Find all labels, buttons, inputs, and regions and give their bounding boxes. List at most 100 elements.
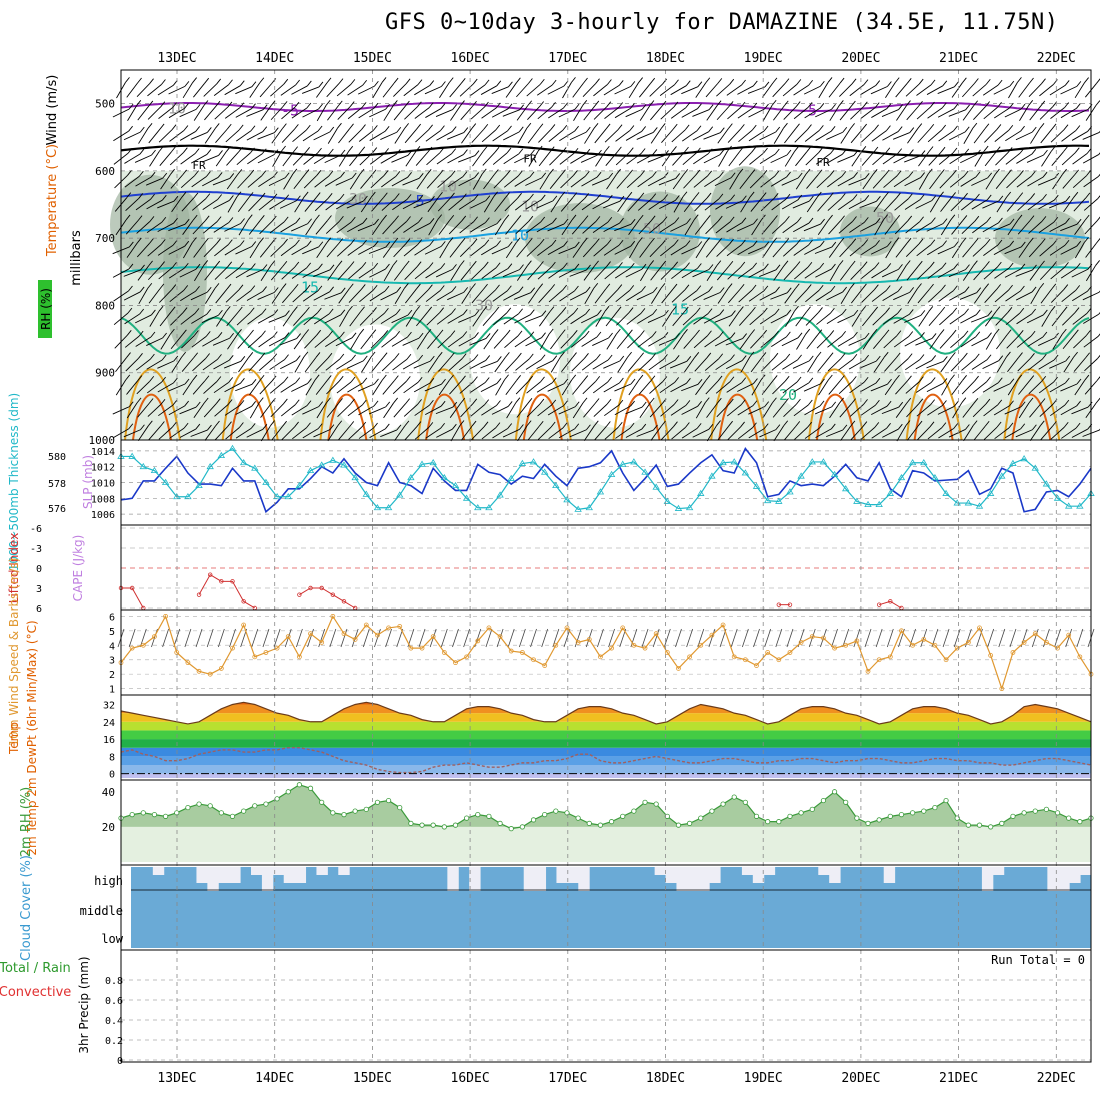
wind-barb-flag [305,147,310,153]
wind-barb [750,197,763,212]
wind-barb [881,268,899,278]
wind-barb-flag [728,101,734,107]
wind-barb [437,197,451,212]
thickness-point [329,456,337,463]
wind10-point [207,671,213,677]
wind-barb [524,315,543,323]
wind-barb [883,335,898,349]
wind-barb [380,429,398,438]
x-tick-label-bottom: 17DEC [548,1071,587,1086]
wind-barb-flag [473,376,478,382]
wind-barb-flag [1039,282,1045,289]
wind-barb-flag [853,309,859,316]
wind-barb [893,314,910,324]
thickness-point [262,478,270,485]
wind10-point [943,657,949,663]
wind-barb [829,402,840,419]
wind-barb [325,336,341,348]
wind-barb-flag [473,194,479,200]
wind-barb [805,312,819,326]
wind-barb [918,151,930,167]
wind-barb-flag [195,423,201,430]
wind-barb-flag [661,260,667,267]
wind-barb-flag [226,283,232,290]
wind-barb [961,83,975,98]
wind-barb [795,173,807,190]
wind-barb [415,289,429,303]
wind-barb-flag [406,216,411,222]
wind-barb-flag [795,421,801,427]
wind-barb-flag [675,173,681,179]
wind-barb-flag [128,263,134,270]
wind-barb-flag [619,355,625,362]
wind-barb-flag [507,103,513,110]
cloud-high-gap [218,867,230,883]
wind-barb-flag [885,147,891,154]
wind-barb [827,335,842,348]
wind-barb [804,267,820,279]
wind-barb-flag [739,283,745,290]
wind-barb-flag [908,193,913,200]
wind-barb [291,383,308,392]
wind-barb [628,219,640,235]
wind-barb-flag [160,101,166,107]
wind-barb-flag [405,78,411,85]
wind-barb [684,357,696,373]
wind-barb [738,152,752,166]
wind-barb-flag [551,79,557,86]
wind-barb-flag [818,147,824,153]
wind-barb-flag [139,126,145,133]
wind10-barb [206,628,214,648]
wind-barb-flag [183,262,189,269]
wind-barb-flag [964,308,969,315]
wind-barb [135,314,152,324]
x-tick-label-top: 19DEC [744,51,783,66]
wind-barb-flag [886,241,892,247]
wind-barb-flag [775,286,780,293]
wind-barb-flag [517,352,522,359]
wind-barb [157,360,175,369]
wind-barb-flag [685,262,690,268]
wind-barb-flag [351,172,357,179]
wind-barb-flag [996,124,1002,130]
wind-barb [593,403,608,417]
wind-barb-flag [594,238,600,244]
wind-barb-flag [239,422,244,428]
wind-barb-flag [327,352,333,359]
wind-barb-flag [1098,173,1100,177]
wind-barb [391,336,408,347]
rh2m-point [452,822,459,828]
wind-barb [238,357,250,373]
wind-barb-flag [652,127,658,133]
wind-barb-flag [417,239,423,245]
wind-barb [293,174,306,190]
wind-barb-flag [650,215,656,222]
wind-barb-flag [1020,423,1026,430]
wind-barb-flag [785,193,791,200]
cloud-high-gap [981,867,994,891]
wind-barb-flag [361,421,367,428]
wind10-point [932,642,938,648]
wind-barb-flag [539,101,545,107]
wind-barb [413,200,431,209]
wind-barb-flag [550,284,556,290]
wind-barb-flag [240,218,245,224]
wind-barb-flag [695,169,701,176]
wind-barb [280,244,296,257]
wind-barb-flag [585,308,591,315]
wind-barb-flag [852,194,858,200]
wind-barb-flag [204,375,210,382]
wind-barb-flag [842,126,848,133]
wind-barb [849,381,865,394]
wind-barb-flag [920,332,925,338]
wind-barb [259,243,272,258]
wind-barb-flag [384,285,390,292]
wind-barb [673,196,684,213]
wind-barb [837,154,855,163]
wind-barb [138,128,149,144]
wind-barb [560,334,574,349]
wind-barb [705,243,718,258]
wind-barb-flag [909,149,914,155]
pressure-tick-label: 500 [95,98,115,111]
wind-barb-flag [753,218,758,225]
